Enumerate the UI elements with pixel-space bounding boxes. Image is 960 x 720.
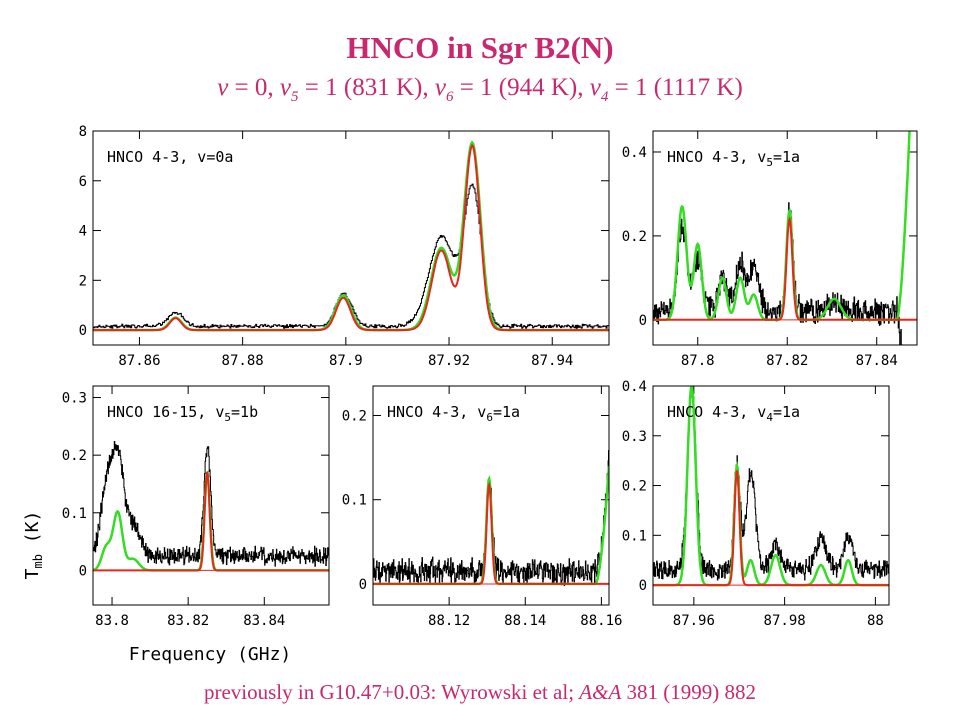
model-total [93, 140, 609, 332]
footer-pre: previously in G10.47+0.03: Wyrowski et a… [203, 680, 580, 704]
y-tick-label: 0.4 [622, 379, 647, 395]
panel-label: HNCO 4-3, v=0a [107, 148, 233, 166]
y-tick-label: 0.2 [342, 408, 367, 424]
y-tick-label: 6 [79, 174, 87, 190]
x-tick-label: 87.9 [329, 353, 363, 369]
subtitle-v0: = 0, [228, 74, 280, 101]
subtitle-t4: = 1 (1117 K) [608, 74, 743, 101]
panel-p4: 88.12 88.14 88.16 0 0.1 0.2 HNCO 4-3, v6=1a [342, 385, 622, 629]
x-tick-label: 83.84 [243, 613, 285, 629]
y-tick-label: 0.2 [622, 229, 647, 245]
y-tick-label: 0 [639, 578, 647, 594]
panel-label: HNCO 4-3, v6=1a [387, 403, 520, 424]
panel-frame [92, 130, 610, 346]
y-tick-label: 0 [79, 563, 87, 579]
x-tick-label: 88.12 [428, 613, 470, 629]
x-tick-label: 87.94 [531, 353, 573, 369]
observed-spectrum [93, 441, 329, 567]
subtitle-v6: v6 [434, 74, 454, 105]
subtitle-t5: = 1 (831 K), [298, 74, 435, 101]
reference-footer: previously in G10.47+0.03: Wyrowski et a… [0, 680, 960, 705]
y-tick-label: 0.3 [622, 429, 647, 445]
panel-p5: 87.96 87.98 88 0 0.1 0.2 0.3 0.4 HNCO 4-3, v4=1a [622, 379, 890, 629]
observed-spectrum [93, 183, 609, 329]
panel-frame [652, 130, 918, 346]
subtitle-t6: = 1 (944 K), [453, 74, 590, 101]
panel-label: HNCO 4-3, v4=1a [667, 403, 800, 424]
subtitle-v5: v5 [279, 74, 299, 105]
panel-label: HNCO 4-3, v5=1a [667, 148, 800, 169]
y-tick-label: 0.1 [62, 506, 87, 522]
model-component [653, 216, 917, 321]
y-tick-label: 0.4 [622, 145, 647, 161]
x-tick-label: 87.8 [681, 353, 715, 369]
model-component [373, 481, 609, 585]
x-axis-label: Frequency (GHz) [129, 644, 292, 665]
x-tick-label: 83.82 [167, 613, 209, 629]
x-tick-label: 87.88 [222, 353, 264, 369]
y-axis-label: Tmb (K) [22, 511, 45, 580]
model-total [653, 386, 889, 587]
footer-journal: A&A [579, 680, 622, 704]
model-component [93, 143, 609, 332]
panel-label: HNCO 16-15, v5=1b [107, 403, 258, 424]
model-component [653, 470, 889, 587]
subtitle-v: v [217, 74, 229, 101]
panel-frame [372, 385, 610, 606]
x-tick-label: 83.8 [95, 613, 129, 629]
y-tick-label: 4 [79, 224, 87, 240]
x-tick-label: 87.96 [673, 613, 715, 629]
x-tick-label: 88.14 [504, 613, 546, 629]
page-title: HNCO in Sgr B2(N) [346, 30, 614, 65]
panel-p2: 87.8 87.82 87.84 0 0.2 0.4 HNCO 4-3, v5=1a [622, 130, 918, 369]
x-tick-label: 88.16 [580, 613, 622, 629]
y-tick-label: 0 [79, 323, 87, 339]
x-tick-label: 87.82 [766, 353, 808, 369]
y-tick-label: 0.2 [62, 448, 87, 464]
footer-post: 381 (1999) 882 [621, 680, 757, 704]
subtitle-v4: v4 [589, 74, 609, 105]
x-tick-label: 87.86 [118, 353, 160, 369]
model-component [93, 470, 329, 572]
x-tick-label: 88 [867, 613, 884, 629]
x-tick-label: 87.84 [856, 353, 898, 369]
y-tick-label: 2 [79, 273, 87, 289]
y-tick-label: 0.1 [622, 528, 647, 544]
panel-p1: 87.86 87.88 87.9 87.92 87.94 0 2 4 6 8 HNCO 4-3, v… [79, 124, 610, 369]
panel-p3: 83.8 83.82 83.84 0 0.1 0.2 0.3 HNCO 16-15, v5=1… [62, 385, 330, 629]
y-tick-label: 0 [639, 313, 647, 329]
x-tick-label: 87.98 [764, 613, 806, 629]
y-tick-label: 8 [79, 124, 87, 140]
x-tick-label: 87.92 [428, 353, 470, 369]
y-tick-label: 0 [359, 577, 367, 593]
page-subtitle: v = 0, v5 = 1 (831 K), v6 = 1 (944 K), v… [0, 74, 960, 106]
y-tick-label: 0.3 [62, 391, 87, 407]
panel-frame [652, 385, 890, 606]
y-tick-label: 0.2 [622, 479, 647, 495]
y-tick-label: 0.1 [342, 493, 367, 509]
panel-frame [92, 385, 330, 606]
